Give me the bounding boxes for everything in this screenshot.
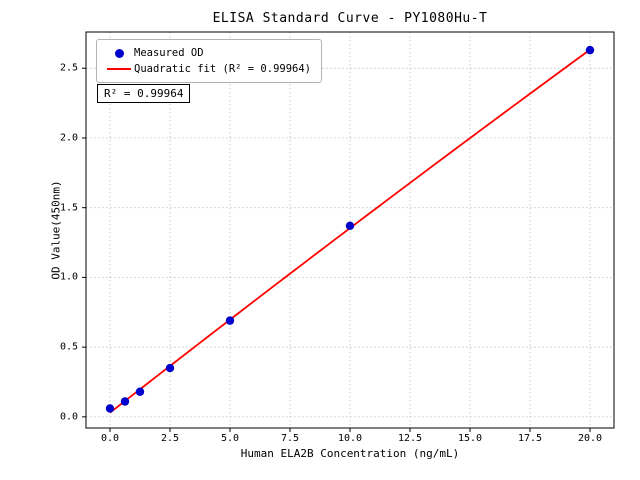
- y-tick-label: 0.0: [59, 411, 78, 423]
- chart-title: ELISA Standard Curve - PY1080Hu-T: [212, 11, 488, 26]
- x-tick-label: 20.0: [577, 433, 603, 444]
- legend-item-measured-od: Measured OD: [104, 45, 311, 61]
- data-point: [345, 221, 355, 231]
- data-point: [135, 387, 145, 396]
- x-tick-label: 12.5: [397, 433, 423, 444]
- x-tick-label: 15.0: [457, 433, 483, 444]
- scatter-dot-icon: [114, 48, 124, 58]
- y-tick-label: 2.5: [59, 62, 78, 74]
- x-tick-label: 5.0: [220, 433, 240, 444]
- x-tick-label: 7.5: [280, 433, 300, 444]
- r2-annotation: R² = 0.99964: [97, 84, 191, 103]
- x-tick-label: 10.0: [337, 433, 363, 444]
- legend-marker-column: [104, 48, 134, 58]
- data-point: [225, 316, 235, 325]
- data-point: [120, 397, 130, 406]
- legend-label-quadratic-fit: Quadratic fit (R² = 0.99964): [134, 63, 312, 75]
- x-tick-label: 0.0: [100, 433, 120, 444]
- legend: Measured OD Quadratic fit (R² = 0.99964): [96, 39, 323, 83]
- x-axis-label: Human ELA2B Concentration (ng/mL): [240, 447, 460, 460]
- legend-label-measured-od: Measured OD: [134, 47, 204, 59]
- y-tick-label: 0.5: [59, 341, 78, 353]
- x-tick-label: 17.5: [517, 433, 543, 444]
- y-tick-label: 1.5: [59, 202, 78, 214]
- data-point: [105, 404, 115, 413]
- x-tick-label: 2.5: [160, 433, 180, 444]
- y-tick-label: 2.0: [59, 132, 78, 144]
- legend-item-quadratic-fit: Quadratic fit (R² = 0.99964): [104, 61, 311, 77]
- data-point: [585, 45, 595, 55]
- legend-marker-column: [104, 68, 134, 70]
- y-tick-label: 1.0: [59, 271, 78, 283]
- y-axis-label: OD Value(450nm): [49, 180, 63, 280]
- fit-line-icon: [107, 68, 131, 70]
- data-point: [165, 363, 175, 373]
